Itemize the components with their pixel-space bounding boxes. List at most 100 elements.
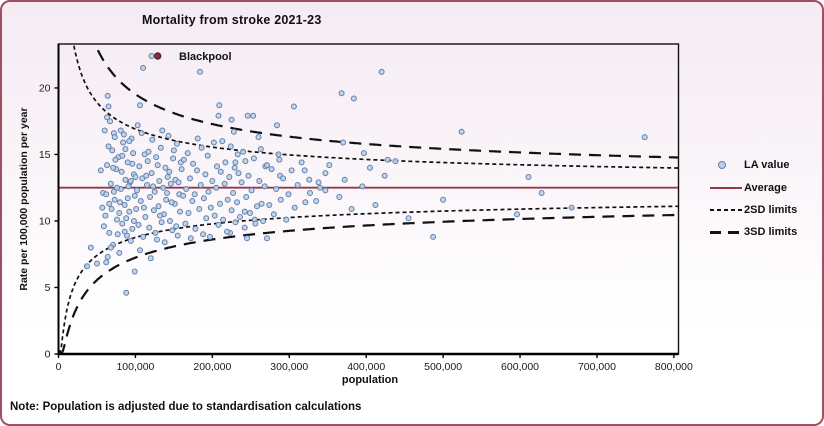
la-value-point [94, 260, 100, 267]
la-value-point [157, 144, 164, 151]
la-value-point [250, 155, 257, 162]
la-value-point [197, 68, 203, 75]
la-value-point [116, 210, 123, 216]
la-value-point [244, 112, 251, 119]
la-value-point [156, 178, 163, 184]
la-value-point [135, 221, 142, 228]
la-value-point [317, 184, 323, 191]
la-value-point [159, 127, 166, 134]
la-value-point [134, 187, 140, 194]
la-value-point [138, 130, 145, 137]
la-value-point [240, 148, 247, 155]
la-value-point [191, 191, 198, 198]
la-value-point [158, 219, 165, 226]
3sd-line-icon [708, 231, 744, 234]
la-value-point [244, 235, 250, 242]
la-value-point [241, 208, 248, 215]
la-value-point [122, 146, 129, 153]
legend-item-average: Average [708, 176, 797, 198]
x-tick-label: 300,000 [270, 361, 308, 373]
la-value-point [298, 159, 305, 166]
la-value-point [274, 122, 280, 129]
la-value-point [150, 183, 157, 190]
chart-title: Mortality from stroke 2021-23 [142, 13, 322, 27]
la-value-point [177, 208, 183, 215]
la-value-point [220, 216, 227, 223]
la-value-point [139, 175, 146, 182]
la-value-point [137, 247, 143, 254]
la-value-point [108, 206, 115, 212]
la-value-point [200, 231, 207, 238]
y-tick-label: 20 [39, 82, 51, 94]
la-value-point [187, 175, 193, 182]
la-value-point [381, 172, 388, 179]
la-value-point [204, 152, 211, 159]
la-value-point [322, 170, 329, 177]
la-value-point [275, 151, 282, 158]
la-value-point [210, 139, 217, 146]
la-value-point [306, 176, 313, 183]
la-value-point [164, 190, 170, 196]
scatter-points [84, 53, 648, 296]
la-value-point [277, 196, 284, 203]
la-value-point [280, 175, 287, 182]
la-value-point [255, 134, 262, 141]
la-value-point [122, 176, 129, 183]
la-value-point [149, 136, 156, 143]
la-value-point [127, 178, 134, 184]
la-value-point [143, 172, 150, 179]
la-value-point [154, 236, 160, 243]
la-value-point [338, 90, 345, 97]
la-value-point [384, 156, 391, 163]
la-value-point [194, 167, 200, 174]
la-value-point [222, 159, 229, 166]
y-tick-label: 15 [39, 149, 51, 161]
la-value-point [100, 223, 107, 230]
la-value-point [234, 151, 241, 158]
la-value-point [213, 184, 220, 191]
la-value-point [123, 215, 130, 222]
x-tick-label: 600,000 [501, 361, 539, 373]
la-value-point [111, 134, 118, 141]
la-value-point [184, 150, 191, 157]
la-value-point [105, 103, 112, 110]
la-value-point [107, 180, 114, 187]
la-value-point [256, 178, 263, 184]
la-value-point [144, 182, 150, 188]
2sd-limit-curve [72, 44, 679, 169]
la-value-point [110, 188, 117, 195]
legend-item-la-value: LA value [708, 154, 797, 176]
la-value-point [430, 233, 437, 240]
la-value-point [164, 174, 171, 180]
la-value-point [207, 233, 213, 240]
la-value-point [131, 192, 138, 199]
la-value-point [264, 162, 270, 169]
y-axis-title: Rate per 100,000 population per year [18, 107, 30, 291]
la-value-point [217, 168, 224, 175]
la-value-point [224, 196, 231, 203]
la-value-point [215, 112, 222, 119]
la-value-point [392, 158, 399, 165]
la-value-point [194, 135, 201, 142]
la-value-point [231, 164, 238, 171]
la-value-point [232, 159, 239, 166]
la-value-point [173, 223, 180, 230]
la-value-point [227, 143, 234, 150]
la-value-point [302, 199, 309, 206]
la-value-point [144, 158, 151, 165]
la-value-point [151, 188, 158, 195]
la-value-point [245, 172, 252, 179]
la-value-point [167, 180, 174, 187]
la-value-point [109, 147, 116, 154]
la-value-point [130, 150, 137, 157]
la-value-point [126, 208, 133, 215]
la-value-point [214, 163, 220, 170]
la-value-point [130, 218, 137, 224]
x-tick-label: 100,000 [116, 361, 154, 373]
la-value-point [230, 190, 237, 196]
la-value-point [243, 194, 250, 200]
x-tick-label: 500,000 [424, 361, 462, 373]
la-value-point [137, 102, 143, 109]
la-value-point [107, 118, 113, 125]
la-value-point [230, 128, 237, 135]
